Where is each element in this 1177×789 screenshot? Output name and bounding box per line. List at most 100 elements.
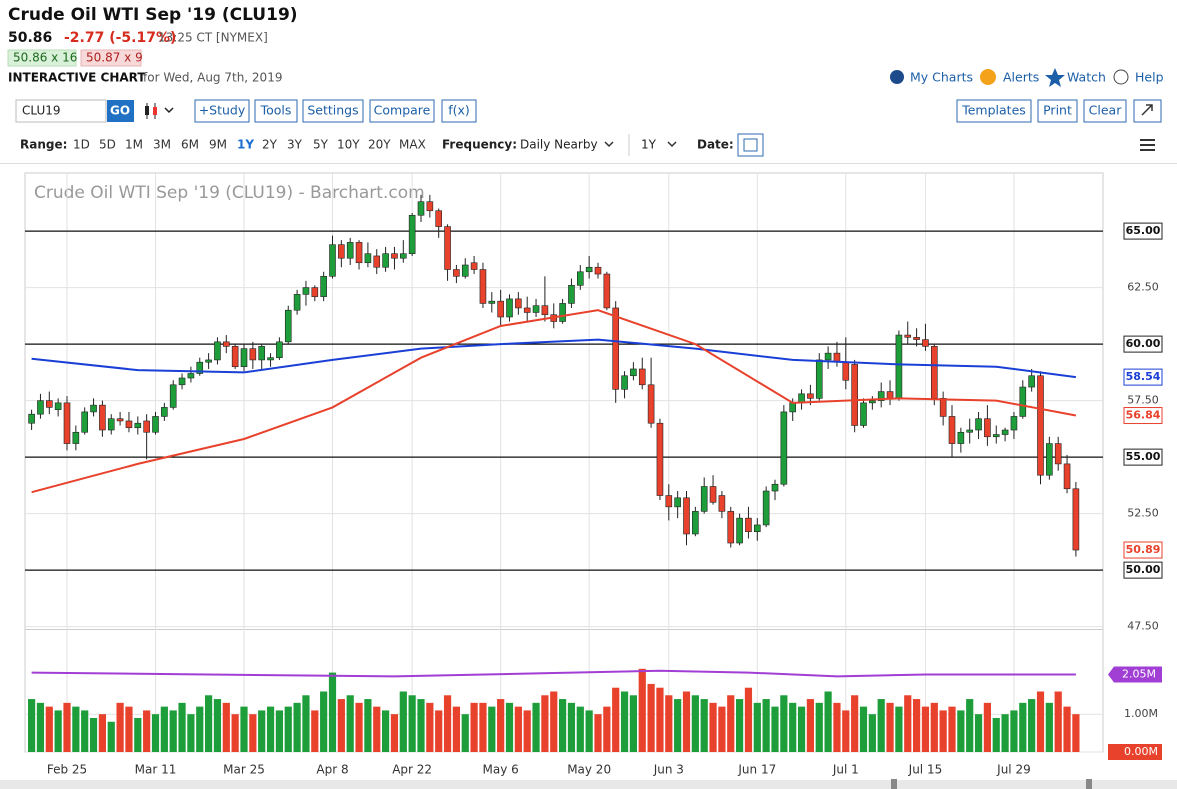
title: Crude Oil WTI Sep '19 (CLU19) (8, 5, 298, 25)
candle-body (134, 422, 142, 429)
ask: 50.87 x 9 (86, 51, 143, 65)
candle (178, 373, 186, 390)
candle-body (1046, 443, 1053, 476)
candle (869, 396, 876, 410)
volume-bar (417, 699, 425, 752)
range-option[interactable]: 1M (125, 138, 143, 152)
volume-bar (833, 702, 841, 752)
volume-bar (815, 702, 823, 752)
volume-bar (1001, 714, 1009, 752)
toolbar-button[interactable] (194, 99, 250, 123)
frequency[interactable]: Daily Nearby (520, 138, 598, 152)
x-tick-label: Apr 22 (392, 763, 432, 777)
volume-bar (231, 714, 239, 752)
candle (408, 213, 416, 256)
volume-box (1108, 744, 1162, 760)
toolbar-button[interactable] (1037, 99, 1078, 123)
candle (231, 344, 239, 369)
range-option[interactable]: 20Y (368, 138, 391, 152)
volume-bar (948, 706, 956, 752)
candle-body (913, 337, 920, 340)
volume-bar (284, 706, 292, 752)
go-button[interactable] (107, 100, 134, 122)
range-option[interactable]: 3Y (287, 138, 303, 152)
volume-bar (116, 702, 124, 752)
candle (161, 402, 168, 421)
volume-tick-label: 0.00M (1124, 745, 1158, 758)
link[interactable]: Watch (1067, 70, 1106, 85)
volume-bar (665, 695, 673, 752)
range-option[interactable]: 9M (209, 138, 227, 152)
chart-type-icon[interactable] (145, 103, 174, 119)
volume-bar (886, 702, 894, 752)
button-label: +Study (199, 103, 246, 118)
moving-average (31, 309, 1077, 494)
candle-body (789, 402, 797, 413)
expand-button[interactable] (1133, 99, 1162, 123)
candle-body (417, 201, 425, 216)
volume-bar (895, 706, 903, 752)
moving-average (31, 338, 1077, 379)
toolbar-button[interactable] (254, 99, 298, 123)
volume-bar (594, 714, 602, 752)
candle-body (267, 357, 274, 361)
candle-body (603, 273, 611, 309)
candle (54, 398, 62, 417)
x-tick-label: May 20 (567, 763, 611, 777)
range-option[interactable]: 1Y (237, 138, 254, 152)
volume-bar (187, 714, 195, 752)
range-option[interactable]: 2Y (262, 138, 278, 152)
symbol-input[interactable] (15, 99, 107, 123)
range-option[interactable]: 5Y (313, 138, 329, 152)
candle (506, 294, 513, 322)
candle-body (143, 420, 150, 433)
toolbar-button[interactable] (441, 99, 477, 123)
candle (860, 398, 867, 428)
link[interactable]: My Charts (910, 70, 973, 85)
volume-bar (45, 706, 53, 752)
candle-body (293, 294, 301, 311)
candle-body (807, 393, 814, 399)
scrollbar[interactable] (0, 780, 1177, 789)
candle (143, 414, 150, 460)
volume-bar (36, 702, 45, 752)
scroll-handle[interactable] (1086, 779, 1092, 789)
link[interactable]: Help (1135, 70, 1164, 85)
icon (1045, 68, 1065, 87)
candle-body (621, 375, 628, 390)
candle-body (329, 244, 336, 277)
candle-body (930, 346, 938, 399)
candle (656, 418, 664, 501)
range-option[interactable]: MAX (399, 138, 426, 152)
volume-bar (143, 710, 151, 752)
menu-icon[interactable] (1140, 139, 1155, 151)
candle (214, 337, 221, 365)
candle-body (391, 253, 398, 259)
candle (302, 280, 310, 306)
period[interactable]: 1Y (641, 138, 657, 152)
toolbar-button[interactable] (302, 99, 364, 123)
range-option[interactable]: 5D (99, 138, 116, 152)
toolbar-button[interactable] (956, 99, 1032, 123)
candle-body (311, 287, 319, 297)
candle (877, 382, 885, 408)
candle-body (1028, 375, 1035, 388)
candle (479, 262, 487, 308)
range-option[interactable]: 1D (73, 138, 90, 152)
link[interactable]: Alerts (1003, 70, 1039, 85)
volume-bar (302, 695, 310, 752)
toolbar-button[interactable] (1083, 99, 1127, 123)
toolbar-button[interactable] (369, 99, 435, 123)
scroll-handle[interactable] (891, 779, 897, 789)
button-label: Tools (260, 103, 292, 118)
volume-bar (859, 706, 868, 752)
candle (736, 513, 743, 546)
range-option[interactable]: 10Y (337, 138, 360, 152)
calendar-button[interactable] (737, 133, 764, 157)
candle-body (683, 497, 690, 535)
range-option[interactable]: 6M (181, 138, 199, 152)
candle-body (506, 298, 513, 318)
candle-body (860, 402, 867, 426)
volume-bar (974, 714, 983, 752)
range-option[interactable]: 3M (153, 138, 171, 152)
